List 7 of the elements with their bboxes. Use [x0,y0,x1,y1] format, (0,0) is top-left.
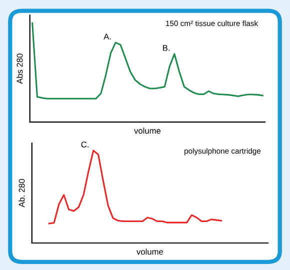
x-axis-title: volume [136,248,163,255]
x-axis-title: volume [134,128,161,134]
text: C. [81,142,88,148]
y-axis-title: Ab. 280 [18,179,25,208]
y-axis-title: Abs 280 [16,54,23,84]
annotation: B. [163,45,170,51]
annotation: A. [104,34,111,40]
